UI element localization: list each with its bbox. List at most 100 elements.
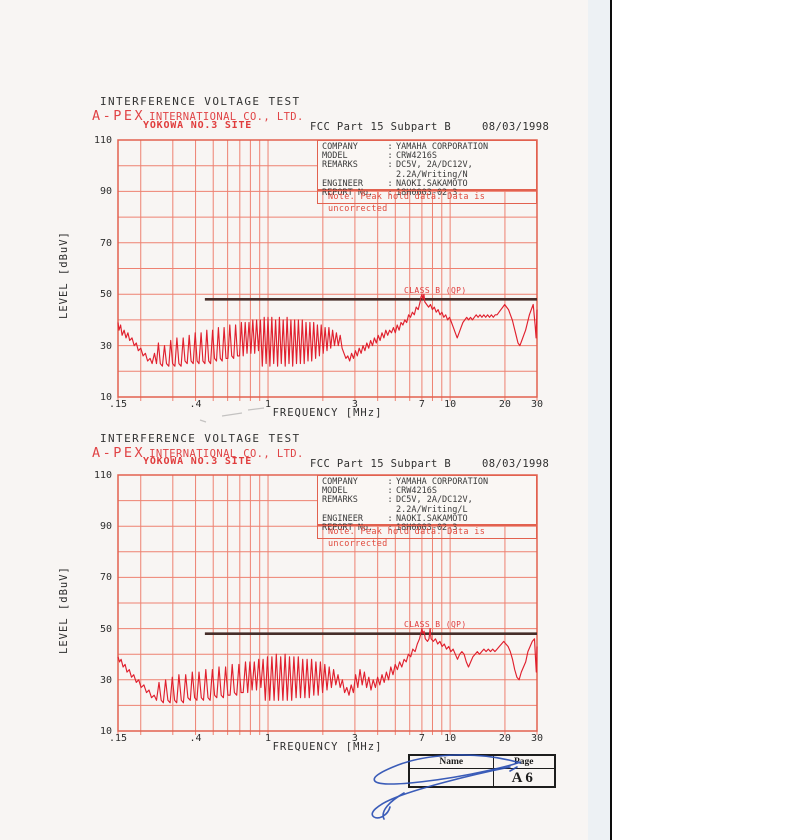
chart2-lab-name: A-PEX INTERNATIONAL CO., LTD. — [92, 445, 304, 461]
info-row-value: CRW4216S — [396, 151, 437, 162]
chart1-x-axis-title: FREQUENCY [MHz] — [272, 407, 383, 419]
chart1-site: YOKOWA NO.3 SITE — [143, 120, 253, 131]
info-row-colon: : — [387, 188, 393, 199]
x-tick-label: .4 — [189, 399, 202, 410]
info-row: REMARKS: DC5V, 2A/DC12V, 2.2A/Writing/L — [322, 495, 536, 515]
y-tick-label: 10 — [99, 392, 112, 403]
chart2-x-axis-title: FREQUENCY [MHz] — [272, 741, 383, 753]
y-tick-label: 70 — [99, 572, 112, 584]
x-tick-label: 10 — [444, 733, 457, 744]
spectrum-trace — [117, 628, 538, 704]
x-tick-label: 3 — [351, 399, 358, 410]
chart1-lab-name: A-PEX INTERNATIONAL CO., LTD. — [92, 108, 304, 124]
info-row-label: REMARKS — [322, 495, 358, 506]
name-page-table: Name Page A6 — [408, 754, 556, 788]
spectrum-plots-svg — [117, 139, 538, 735]
limit-line-label: CLASS B (QP) — [404, 286, 467, 295]
info-row-label: REPORT No. — [322, 523, 374, 534]
page-number: A6 — [511, 770, 536, 786]
x-tick-label: 10 — [444, 399, 457, 410]
name-header: Name — [410, 756, 493, 769]
info-row: MODEL: CRW4216S — [322, 486, 536, 497]
info-row-colon: : — [387, 178, 393, 189]
info-row-value: YAMAHA CORPORATION — [396, 142, 489, 152]
x-tick-label: 7 — [418, 733, 425, 744]
y-tick-label: 30 — [99, 340, 112, 352]
info-row-colon: : — [387, 513, 393, 524]
chart2-y-axis-title: LEVEL [dBuV] — [58, 566, 70, 654]
x-tick-label: 30 — [530, 733, 544, 744]
info-row-label: ENGINEER — [322, 513, 363, 524]
info-row-value: 18H0003-02-3 — [396, 523, 458, 534]
x-tick-label: 20 — [498, 733, 511, 744]
info-row: REPORT No.:18H0003-02-3 — [322, 188, 536, 199]
info-row-value: DC5V, 2A/DC12V, 2.2A/Writing/L — [396, 495, 473, 515]
x-tick-label: 3 — [351, 733, 358, 744]
y-tick-label: 50 — [99, 623, 112, 635]
y-tick-label: 70 — [99, 237, 112, 249]
chart1-standard: FCC Part 15 Subpart B — [310, 121, 452, 133]
info-row-value: 18H0003-02-3 — [396, 188, 458, 199]
x-tick-label: 20 — [498, 399, 511, 410]
apex-logo-text: A-PEX — [92, 108, 146, 124]
info-row-colon: : — [387, 495, 393, 506]
x-tick-label: 1 — [265, 399, 272, 410]
info-row-colon: : — [387, 486, 393, 497]
signature-ink — [371, 754, 521, 820]
chart1-info-box: COMPANY: YAMAHA CORPORATION MODEL: CRW4216S… — [317, 140, 537, 198]
info-row-colon: : — [387, 477, 393, 487]
chart1-y-axis-title: LEVEL [dBuV] — [58, 231, 70, 319]
info-row-label: MODEL — [322, 486, 348, 497]
chart2-title: INTERFERENCE VOLTAGE TEST — [100, 432, 301, 445]
info-row: ENGINEER: NAOKI.SAKAMOTO — [322, 178, 536, 189]
y-tick-label: 10 — [99, 726, 112, 737]
scan-edge-strip — [588, 0, 610, 840]
y-tick-label: 90 — [99, 521, 112, 533]
chart1-date: 08/03/1998 — [482, 121, 550, 133]
x-tick-label: 1 — [265, 733, 272, 744]
y-tick-label: 30 — [99, 674, 112, 686]
info-row-value: NAOKI.SAKAMOTO — [396, 513, 468, 524]
info-row: REPORT No.:18H0003-02-3 — [322, 523, 536, 534]
info-row-label: COMPANY — [322, 142, 358, 152]
info-row-value: YAMAHA CORPORATION — [396, 477, 489, 487]
x-tick-label: .15 — [108, 399, 128, 410]
limit-line-label: CLASS B (QP) — [404, 620, 467, 629]
info-row: ENGINEER: NAOKI.SAKAMOTO — [322, 513, 536, 524]
info-row-value: CRW4216S — [396, 486, 437, 497]
chart2-note: Note. Peak hold data. Data is uncorrecte… — [317, 525, 537, 549]
y-tick-label: 90 — [99, 186, 112, 198]
x-tick-label: .15 — [108, 733, 128, 744]
spectrum-trace — [117, 293, 538, 367]
info-row-value: DC5V, 2A/DC12V, 2.2A/Writing/N — [396, 160, 473, 180]
x-tick-label: 7 — [418, 399, 425, 410]
y-tick-label: 50 — [99, 289, 112, 301]
chart2-date: 08/03/1998 — [482, 458, 550, 470]
info-row-colon: : — [387, 523, 393, 534]
info-row-label: COMPANY — [322, 477, 358, 487]
info-row: MODEL: CRW4216S — [322, 151, 536, 162]
chart1-title: INTERFERENCE VOLTAGE TEST — [100, 95, 301, 108]
info-row-label: MODEL — [322, 151, 348, 162]
chart1-note: Note. Peak hold data. Data is uncorrecte… — [317, 190, 537, 214]
apex-logo-text: A-PEX — [92, 445, 146, 461]
info-row-colon: : — [387, 142, 393, 152]
info-row-colon: : — [387, 160, 393, 171]
chart2-standard: FCC Part 15 Subpart B — [310, 458, 452, 470]
y-tick-label: 110 — [93, 135, 112, 146]
info-row-label: ENGINEER — [322, 178, 363, 189]
info-row: REMARKS: DC5V, 2A/DC12V, 2.2A/Writing/N — [322, 160, 536, 180]
y-tick-label: 110 — [93, 470, 112, 481]
info-row: COMPANY: YAMAHA CORPORATION — [322, 142, 536, 152]
chart2-site: YOKOWA NO.3 SITE — [143, 456, 253, 467]
scan-edge-line — [610, 0, 612, 840]
x-tick-label: .4 — [189, 733, 202, 744]
pencil-marks — [199, 407, 265, 423]
x-tick-label: 30 — [530, 399, 544, 410]
info-row-label: REPORT No. — [322, 188, 374, 199]
page-header: Page — [493, 756, 554, 769]
info-row-value: NAOKI.SAKAMOTO — [396, 178, 468, 189]
chart2-info-box: COMPANY: YAMAHA CORPORATION MODEL: CRW4216S… — [317, 475, 537, 533]
info-row-colon: : — [387, 151, 393, 162]
